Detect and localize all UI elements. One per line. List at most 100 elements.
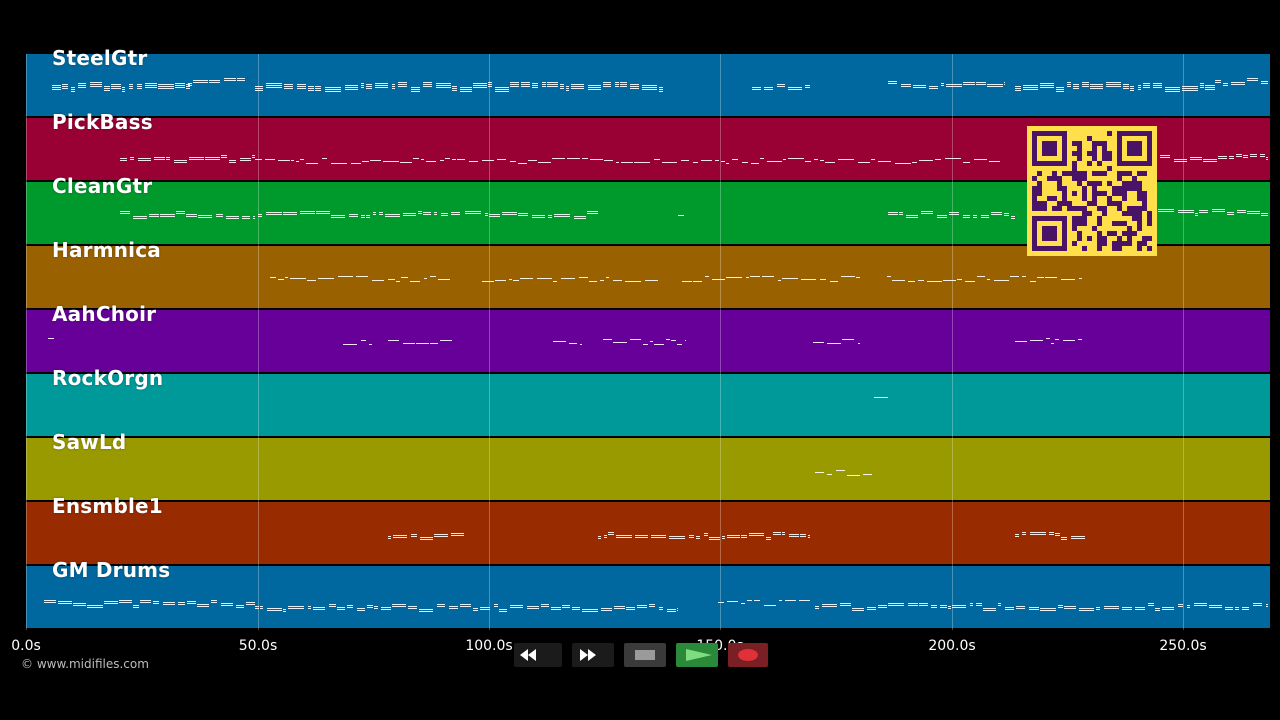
qr-module — [1072, 141, 1077, 146]
fast-forward-button[interactable] — [572, 643, 614, 667]
note-mark — [822, 606, 837, 607]
note-mark — [392, 84, 395, 85]
qr-module — [1077, 236, 1082, 241]
note-mark — [1040, 83, 1054, 84]
note-mark — [991, 214, 1002, 215]
note-mark — [424, 278, 427, 279]
note-mark — [1178, 606, 1183, 607]
note-mark — [1061, 539, 1067, 540]
note-mark — [1247, 80, 1258, 81]
note-mark — [423, 84, 432, 85]
note-mark — [941, 85, 944, 86]
note-mark — [827, 343, 841, 344]
note-mark — [411, 87, 420, 88]
note-mark — [685, 340, 686, 341]
note-mark — [58, 603, 72, 604]
note-mark — [1096, 607, 1100, 608]
qr-module — [1142, 171, 1147, 176]
qr-module — [1072, 161, 1077, 166]
qr-module — [1132, 181, 1137, 186]
note-mark — [284, 84, 293, 85]
qr-module — [1142, 236, 1147, 241]
qr-module — [1132, 231, 1137, 236]
note-mark — [221, 157, 227, 158]
note-mark — [654, 159, 660, 160]
note-mark — [799, 600, 810, 601]
note-mark — [842, 339, 854, 340]
note-mark — [572, 609, 580, 610]
note-mark — [488, 82, 492, 83]
note-mark — [808, 537, 810, 538]
qr-module — [1102, 156, 1107, 161]
record-button[interactable] — [728, 643, 768, 667]
note-mark — [970, 605, 973, 606]
note-mark — [408, 606, 417, 607]
time-gridline — [258, 54, 259, 630]
note-mark — [943, 280, 956, 281]
note-mark — [379, 212, 383, 213]
note-mark — [987, 84, 1003, 85]
stop-button[interactable] — [624, 643, 666, 667]
note-mark — [518, 163, 527, 164]
note-mark — [721, 161, 725, 162]
note-mark — [288, 606, 304, 607]
qr-module — [1097, 181, 1102, 186]
note-mark — [349, 214, 358, 215]
note-mark — [137, 84, 142, 85]
note-mark — [90, 82, 102, 83]
note-mark — [193, 80, 208, 81]
note-mark — [186, 88, 190, 89]
note-mark — [518, 213, 528, 214]
qr-module — [1052, 196, 1057, 201]
note-mark — [411, 534, 417, 535]
note-mark — [949, 214, 959, 215]
note-mark — [852, 608, 864, 609]
note-mark — [541, 604, 549, 605]
note-mark — [343, 344, 357, 345]
time-tick-label: 200.0s — [928, 638, 976, 654]
note-mark — [579, 277, 588, 278]
note-mark — [1243, 157, 1248, 158]
note-mark — [1015, 536, 1019, 537]
qr-finder — [1042, 141, 1057, 156]
note-mark — [331, 217, 345, 218]
note-mark — [1266, 157, 1268, 158]
note-mark — [899, 214, 903, 215]
note-mark — [1247, 78, 1258, 79]
qr-code[interactable] — [1027, 126, 1157, 256]
note-mark — [160, 214, 175, 215]
qr-module — [1072, 191, 1077, 196]
qr-module — [1097, 206, 1102, 211]
note-mark — [1023, 89, 1038, 90]
note-mark — [138, 158, 151, 159]
note-mark — [630, 88, 639, 89]
note-mark — [1073, 88, 1079, 89]
time-gridline — [489, 54, 490, 630]
note-mark — [895, 163, 911, 164]
note-mark — [266, 214, 282, 215]
note-mark — [1174, 159, 1187, 160]
qr-module — [1112, 191, 1117, 196]
note-mark — [229, 162, 236, 163]
play-button[interactable] — [676, 643, 718, 667]
note-mark — [562, 605, 570, 606]
note-mark — [527, 606, 539, 607]
note-mark — [878, 607, 887, 608]
note-mark — [345, 85, 358, 86]
note-mark — [921, 213, 933, 214]
note-mark — [465, 211, 481, 212]
note-mark — [488, 84, 492, 85]
note-mark — [513, 280, 519, 281]
note-mark — [388, 279, 395, 280]
note-mark — [789, 534, 799, 535]
note-mark — [571, 86, 584, 87]
qr-module — [1087, 201, 1092, 206]
note-mark — [590, 159, 603, 160]
note-mark — [908, 603, 918, 604]
note-mark — [510, 161, 516, 162]
note-mark — [1182, 90, 1198, 91]
note-mark — [209, 82, 220, 83]
rewind-button[interactable] — [514, 643, 562, 667]
note-mark — [989, 161, 1000, 162]
note-mark — [1195, 213, 1198, 214]
